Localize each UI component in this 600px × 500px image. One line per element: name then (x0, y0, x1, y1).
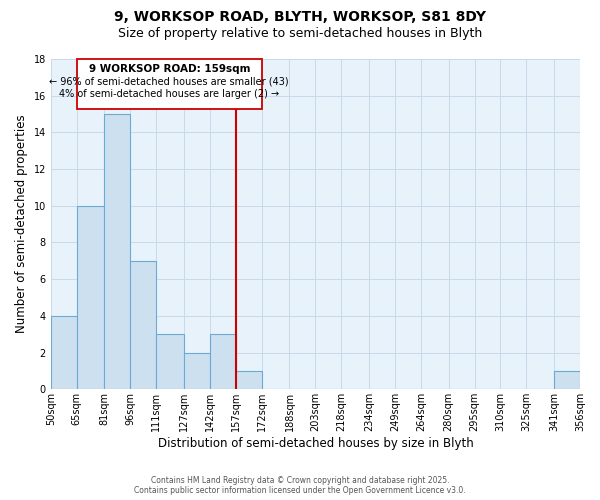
FancyBboxPatch shape (77, 59, 262, 108)
Bar (77, 206, 104, 390)
Y-axis label: Number of semi-detached properties: Number of semi-detached properties (15, 115, 28, 334)
Bar (184, 352, 210, 390)
Bar (156, 334, 184, 390)
Text: ← 96% of semi-detached houses are smaller (43): ← 96% of semi-detached houses are smalle… (49, 76, 289, 86)
Text: 9, WORKSOP ROAD, BLYTH, WORKSOP, S81 8DY: 9, WORKSOP ROAD, BLYTH, WORKSOP, S81 8DY (114, 10, 486, 24)
Text: Size of property relative to semi-detached houses in Blyth: Size of property relative to semi-detach… (118, 28, 482, 40)
Text: 4% of semi-detached houses are larger (2) →: 4% of semi-detached houses are larger (2… (59, 90, 280, 100)
Bar (51, 316, 77, 390)
Bar (210, 334, 236, 390)
Text: 9 WORKSOP ROAD: 159sqm: 9 WORKSOP ROAD: 159sqm (89, 64, 250, 74)
Bar (554, 371, 580, 390)
Bar (130, 261, 156, 390)
Bar (104, 114, 130, 390)
Text: Contains HM Land Registry data © Crown copyright and database right 2025.
Contai: Contains HM Land Registry data © Crown c… (134, 476, 466, 495)
Bar (236, 371, 262, 390)
X-axis label: Distribution of semi-detached houses by size in Blyth: Distribution of semi-detached houses by … (158, 437, 473, 450)
